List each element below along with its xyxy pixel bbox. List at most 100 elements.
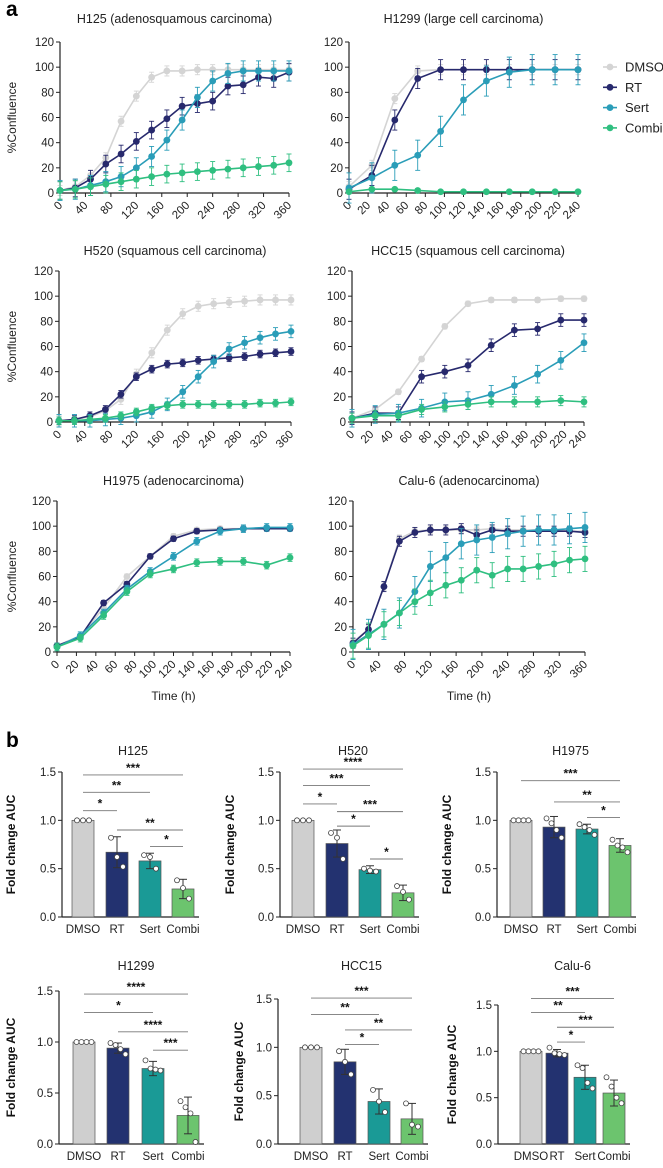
data-point: [534, 370, 541, 378]
x-tick-label: RT: [329, 924, 344, 936]
replicate-point: [574, 1062, 581, 1069]
data-point: [117, 412, 125, 420]
replicate-point: [525, 1048, 532, 1055]
data-point: [505, 68, 513, 76]
line-chart-h520: H520 (squamous cell carcinoma)0204060801…: [5, 244, 296, 451]
data-point: [148, 404, 156, 412]
data-point: [178, 116, 186, 124]
data-point: [225, 400, 233, 408]
significance-bracket: *: [84, 998, 153, 1013]
y-tick-label: 120: [34, 266, 53, 278]
replicate-point: [400, 888, 406, 895]
data-point: [163, 326, 171, 334]
chart-title: Calu-6: [554, 959, 591, 973]
replicate-point: [192, 1139, 199, 1145]
data-point: [528, 188, 536, 196]
y-tick-label: 100: [35, 62, 54, 74]
y-tick-label: 0.5: [40, 864, 56, 876]
replicate-point: [120, 863, 126, 870]
series-combi: [55, 397, 295, 425]
x-tick-label: Combi: [597, 1151, 630, 1163]
series-line: [59, 70, 289, 192]
bar: [106, 1047, 130, 1145]
replicate-point: [306, 817, 312, 824]
significance-stars: ****: [144, 1018, 163, 1032]
x-tick-label: 140: [176, 659, 198, 681]
data-point: [148, 73, 156, 81]
data-point: [256, 334, 264, 342]
x-tick-label: 240: [561, 200, 583, 222]
significance-bracket: *: [370, 845, 403, 860]
bar-group-rt: [333, 1048, 357, 1145]
series-combi: [56, 153, 293, 200]
replicate-point: [551, 1050, 558, 1057]
x-tick-label: 120: [119, 200, 141, 222]
significance-stars: *: [569, 1028, 574, 1042]
data-point: [380, 620, 388, 628]
data-point: [117, 390, 125, 398]
data-point: [272, 330, 279, 338]
x-tick-label: 280: [517, 659, 539, 681]
chart-title: HCC15 (squamous cell carcinoma): [371, 244, 565, 258]
data-point: [511, 398, 518, 406]
x-tick-label: Sert: [142, 1151, 164, 1163]
significance-stars: **: [112, 778, 122, 792]
chart-title: HCC15: [341, 959, 382, 973]
data-point: [240, 558, 247, 565]
bar-group-dmso: [299, 1044, 323, 1145]
y-axis-label: Fold change AUC: [445, 1024, 459, 1124]
data-point: [55, 417, 63, 425]
y-tick-label: 1.0: [258, 815, 274, 827]
data-point: [239, 67, 247, 75]
data-point: [437, 127, 444, 135]
series-line: [56, 527, 290, 647]
series-line: [56, 527, 290, 647]
y-tick-label: 80: [41, 87, 54, 99]
x-tick-label: 80: [98, 200, 116, 218]
data-point: [534, 325, 541, 333]
y-tick-label: 40: [38, 597, 51, 609]
x-tick-label: 240: [491, 659, 513, 681]
data-point: [414, 151, 422, 159]
data-point: [442, 526, 450, 534]
bar-chart-h1299: H1299 Fold change AUC 0.0 0.5 1.0 1.5 DMSO RT Se…: [4, 959, 205, 1163]
bar-group-combi: [602, 1074, 626, 1145]
y-tick-label: 1.0: [40, 815, 56, 827]
y-tick-label: 80: [40, 316, 53, 328]
y-tick-label: 1.5: [37, 986, 53, 998]
data-point: [504, 565, 512, 573]
significance-bracket: *: [303, 790, 337, 805]
replicate-point: [186, 895, 192, 902]
data-point: [391, 116, 399, 124]
series-line: [352, 526, 586, 646]
x-tick-label: 180: [215, 659, 237, 681]
significance-bracket: ***: [311, 984, 412, 999]
data-point: [225, 299, 233, 306]
significance-bracket: *: [345, 1030, 379, 1045]
data-point: [255, 67, 262, 75]
replicate-point: [112, 1042, 119, 1048]
y-axis-label: %Confluence: [5, 81, 19, 153]
significance-stars: **: [553, 998, 563, 1012]
significance-bracket: **: [117, 816, 183, 831]
data-point: [411, 529, 419, 536]
x-tick-label: 0: [345, 659, 358, 672]
data-point: [209, 166, 217, 174]
significance-stars: ****: [127, 980, 146, 994]
data-point: [148, 365, 156, 373]
data-point: [255, 163, 262, 170]
significance-bracket: **: [531, 998, 585, 1013]
legend-item-sert: Sert: [603, 100, 649, 115]
data-point: [86, 416, 94, 423]
replicate-point: [415, 1123, 421, 1130]
bar-group-rt: [105, 834, 129, 918]
y-tick-label: 60: [41, 113, 54, 125]
data-point: [504, 530, 512, 538]
data-point: [483, 77, 490, 85]
data-point: [132, 175, 140, 183]
bar-chart-h520: H520 Fold change AUC 0.0 0.5 1.0 1.5 DMSO RT Ser…: [223, 744, 420, 936]
bar-group-combi: [608, 836, 632, 918]
data-point: [574, 66, 582, 74]
legend-item-dmso: DMSO: [603, 60, 663, 75]
